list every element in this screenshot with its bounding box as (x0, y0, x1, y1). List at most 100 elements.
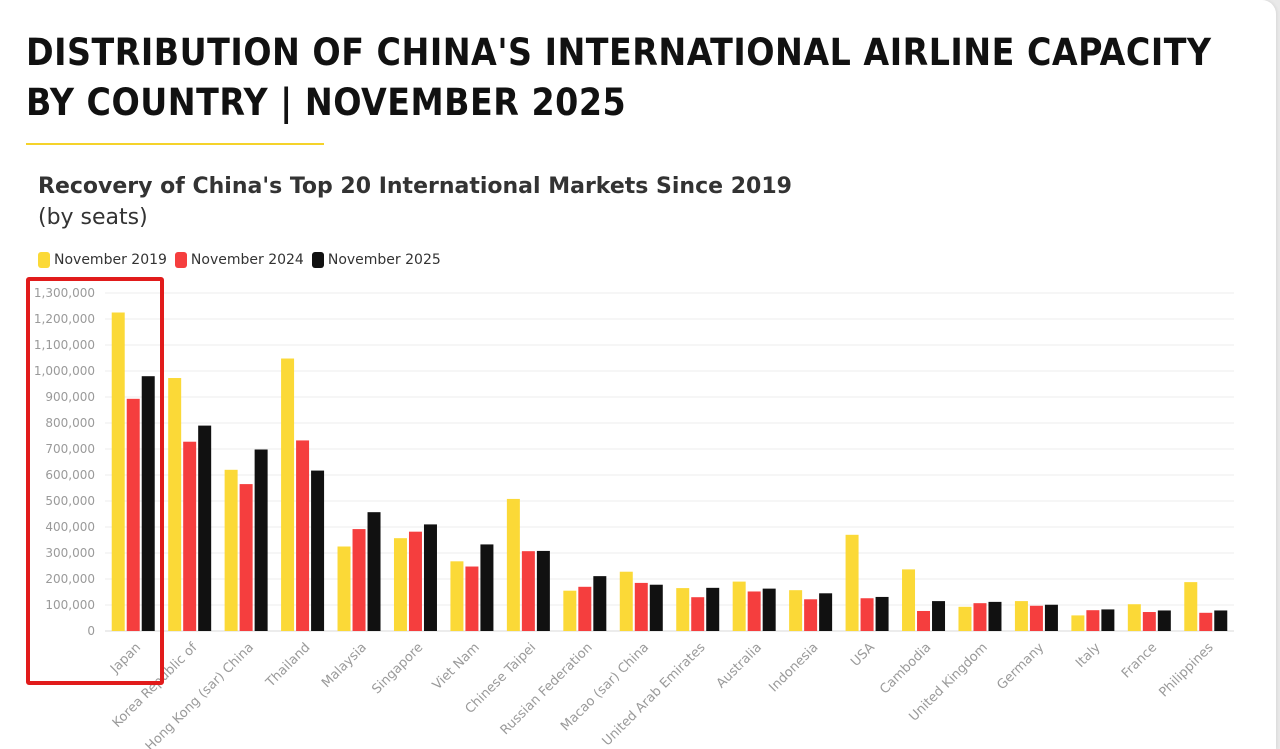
x-tick-label: Italy (1073, 640, 1104, 671)
bar-november-2024[interactable] (917, 610, 931, 631)
bar-november-2019[interactable] (506, 498, 520, 631)
bar-november-2024[interactable] (296, 440, 310, 631)
bar-november-2019[interactable] (450, 561, 464, 631)
bar-november-2024[interactable] (1199, 612, 1213, 631)
japan-highlight-box (26, 277, 164, 685)
bar-november-2025[interactable] (198, 425, 212, 631)
legend-label-2019: November 2019 (54, 252, 167, 268)
bar-november-2019[interactable] (281, 358, 295, 631)
bar-november-2024[interactable] (634, 582, 648, 631)
x-tick-label: Germany (994, 640, 1047, 693)
legend-item-2025[interactable]: November 2025 (311, 252, 441, 268)
legend-swatch-2024 (174, 252, 187, 268)
bars-layer (111, 312, 1228, 632)
bar-november-2025[interactable] (819, 593, 833, 631)
bar-november-2019[interactable] (845, 534, 859, 631)
bar-november-2025[interactable] (875, 596, 889, 631)
bar-november-2024[interactable] (126, 398, 140, 631)
legend-label-2025: November 2025 (327, 252, 441, 268)
x-tick-label: Singapore (369, 640, 426, 697)
bar-november-2024[interactable] (408, 531, 422, 631)
bar-november-2024[interactable] (973, 603, 987, 631)
x-tick-label: USA (848, 640, 878, 670)
legend-item-2019[interactable]: November 2019 (38, 252, 167, 268)
bar-november-2025[interactable] (1157, 610, 1171, 631)
bar-november-2019[interactable] (619, 571, 633, 631)
y-tick-label: 400,000 (45, 520, 95, 534)
title-underline (26, 143, 324, 145)
bar-november-2025[interactable] (706, 587, 720, 631)
x-tick-label: Australia (714, 640, 765, 691)
y-tick-label: 300,000 (45, 546, 95, 560)
y-tick-label: 1,300,000 (34, 286, 95, 300)
bar-november-2019[interactable] (1184, 582, 1198, 631)
bar-november-2025[interactable] (480, 544, 494, 631)
bar-november-2025[interactable] (141, 376, 155, 631)
x-tick-label: Indonesia (766, 640, 821, 695)
bar-november-2025[interactable] (593, 576, 607, 631)
bar-november-2024[interactable] (578, 586, 592, 631)
bar-november-2019[interactable] (1127, 604, 1141, 631)
y-tick-label: 0 (87, 624, 95, 638)
legend-item-2024[interactable]: November 2024 (174, 252, 304, 268)
bar-november-2019[interactable] (789, 590, 803, 631)
bar-november-2019[interactable] (732, 581, 746, 631)
bar-november-2019[interactable] (1071, 615, 1085, 631)
bar-november-2019[interactable] (111, 312, 125, 632)
bar-november-2025[interactable] (423, 524, 437, 631)
bar-november-2024[interactable] (691, 597, 705, 631)
bar-november-2024[interactable] (352, 529, 366, 631)
bar-november-2025[interactable] (536, 550, 550, 631)
bar-november-2025[interactable] (1101, 609, 1115, 631)
bar-november-2024[interactable] (239, 484, 253, 631)
bar-november-2025[interactable] (988, 601, 1002, 631)
x-tick-label: France (1119, 640, 1160, 681)
x-tick-label: United Arab Emirates (600, 640, 709, 749)
bar-november-2025[interactable] (254, 449, 268, 631)
bar-november-2024[interactable] (747, 591, 761, 631)
bar-november-2024[interactable] (465, 566, 479, 631)
y-tick-label: 1,200,000 (34, 312, 95, 326)
bar-november-2019[interactable] (393, 538, 407, 631)
bar-november-2024[interactable] (1142, 612, 1156, 631)
bar-november-2019[interactable] (1014, 601, 1028, 631)
bar-november-2025[interactable] (932, 601, 946, 631)
y-tick-label: 700,000 (45, 442, 95, 456)
bar-november-2019[interactable] (563, 590, 577, 631)
bar-november-2025[interactable] (649, 584, 663, 631)
page-title: DISTRIBUTION OF CHINA'S INTERNATIONAL AI… (26, 31, 1212, 124)
x-tick-label: Russian Federation (498, 640, 596, 738)
bar-november-2024[interactable] (1029, 605, 1043, 631)
bar-november-2019[interactable] (676, 588, 690, 631)
legend-swatch-2019 (38, 252, 50, 268)
bar-november-2024[interactable] (1086, 610, 1100, 631)
bar-november-2019[interactable] (168, 378, 182, 631)
bar-november-2025[interactable] (367, 512, 381, 631)
chart-title: Recovery of China's Top 20 International… (38, 174, 792, 199)
bar-november-2019[interactable] (337, 546, 351, 632)
bar-november-2024[interactable] (521, 551, 535, 631)
bar-november-2024[interactable] (183, 441, 197, 631)
bar-november-2024[interactable] (804, 599, 818, 631)
y-axis: 0 100,000 200,000 300,000 400,000 500,000 600,… (34, 286, 95, 638)
bar-november-2019[interactable] (224, 469, 238, 631)
x-tick-label: Philippines (1156, 640, 1216, 700)
bar-november-2025[interactable] (1214, 610, 1228, 631)
chart-subtitle: (by seats) (38, 205, 148, 230)
bar-november-2019[interactable] (902, 569, 916, 631)
bar-november-2019[interactable] (958, 606, 972, 631)
x-tick-label: Viet Nam (430, 640, 483, 693)
x-tick-label: Thailand (263, 640, 314, 691)
y-tick-label: 500,000 (45, 494, 95, 508)
y-tick-label: 600,000 (45, 468, 95, 482)
bar-november-2025[interactable] (1044, 604, 1058, 631)
bar-november-2025[interactable] (311, 470, 325, 631)
bar-november-2024[interactable] (860, 598, 874, 631)
bar-november-2025[interactable] (762, 588, 776, 631)
legend-label-2024: November 2024 (190, 252, 304, 268)
grid-layer (105, 292, 1234, 632)
y-tick-label: 100,000 (45, 598, 95, 612)
